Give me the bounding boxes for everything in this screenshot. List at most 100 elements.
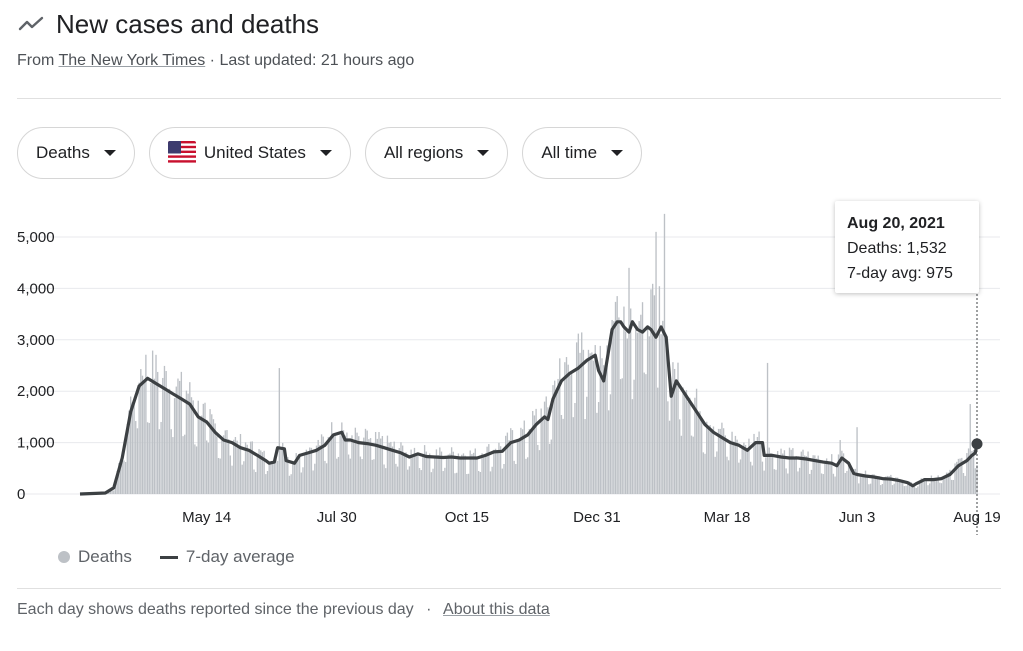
daily-deaths-bar (817, 455, 819, 494)
daily-deaths-bar (496, 450, 498, 494)
daily-deaths-bar (630, 308, 632, 494)
daily-deaths-bar (393, 441, 395, 494)
daily-deaths-bar (939, 482, 941, 494)
daily-deaths-bar (547, 407, 549, 494)
daily-deaths-bar (493, 449, 495, 494)
daily-deaths-bar (398, 447, 400, 494)
daily-deaths-bar (516, 439, 519, 494)
daily-deaths-bar (207, 442, 210, 494)
daily-deaths-bar (381, 435, 384, 494)
metric-dropdown[interactable]: Deaths (17, 127, 135, 179)
daily-deaths-bar (602, 365, 605, 494)
daily-deaths-bar (195, 446, 198, 494)
daily-deaths-bar (445, 456, 448, 494)
daily-deaths-bar (378, 432, 380, 494)
daily-deaths-bar (265, 474, 267, 494)
daily-deaths-bar (515, 463, 517, 494)
daily-deaths-bar (748, 438, 750, 494)
daily-deaths-bar (756, 437, 759, 494)
y-tick-label: 4,000 (17, 280, 55, 297)
daily-deaths-bar (168, 388, 171, 494)
daily-deaths-bar (427, 457, 429, 494)
daily-deaths-bar (270, 463, 272, 494)
daily-deaths-bar (510, 428, 512, 494)
daily-deaths-bar (868, 484, 870, 494)
daily-deaths-bar (665, 341, 667, 494)
daily-deaths-bar (423, 445, 426, 494)
daily-deaths-bar (329, 440, 331, 494)
y-tick-label: 3,000 (17, 332, 55, 349)
daily-deaths-bar (651, 283, 654, 494)
daily-deaths-bar (408, 466, 411, 494)
daily-deaths-bar (173, 398, 176, 494)
deaths-chart[interactable]: 0 1,000 2,000 3,000 4,000 5,000 May 14 Jul 30 O… (0, 195, 1023, 540)
daily-deaths-bar (831, 454, 833, 494)
daily-deaths-bar (709, 425, 711, 494)
daily-deaths-bar (812, 455, 814, 494)
daily-deaths-bar (668, 420, 671, 494)
daily-deaths-bar (706, 421, 708, 494)
daily-deaths-bar (224, 430, 226, 494)
daily-deaths-bar (349, 458, 351, 494)
daily-deaths-bar (859, 475, 862, 494)
about-data-link[interactable]: About this data (443, 601, 550, 618)
daily-deaths-bar (682, 387, 684, 494)
daily-deaths-bar (222, 435, 225, 494)
daily-deaths-bar (462, 453, 465, 494)
daily-deaths-bar (412, 455, 414, 494)
daily-deaths-bar (653, 295, 656, 494)
daily-deaths-bar (856, 427, 858, 494)
daily-deaths-bar (520, 427, 522, 494)
daily-deaths-bar (623, 306, 625, 494)
daily-deaths-bar (915, 487, 917, 494)
daily-deaths-bar (896, 477, 899, 494)
tooltip-deaths: Deaths: 1,532 (847, 240, 947, 257)
daily-deaths-bar (572, 417, 574, 494)
daily-deaths-bar (543, 401, 546, 494)
daily-deaths-bar (430, 472, 433, 494)
chart-header: New cases and deaths (18, 6, 319, 42)
daily-deaths-bar (290, 474, 292, 494)
daily-deaths-bar (726, 456, 728, 494)
time-range-dropdown[interactable]: All time (522, 127, 643, 179)
daily-deaths-bar (795, 456, 797, 494)
daily-deaths-bar (130, 396, 132, 494)
daily-deaths-bar (729, 440, 732, 494)
daily-deaths-bar (456, 472, 458, 494)
daily-deaths-bar (648, 336, 650, 494)
daily-deaths-bar (248, 450, 250, 494)
daily-deaths-bar (121, 454, 123, 494)
daily-deaths-bar (815, 458, 818, 494)
daily-deaths-bar (925, 479, 927, 494)
daily-deaths-bar (743, 442, 745, 494)
country-dropdown[interactable]: United States (148, 127, 351, 179)
daily-deaths-bar (560, 414, 563, 494)
daily-deaths-bar (297, 458, 299, 494)
daily-deaths-bar (624, 331, 627, 494)
source-line: From The New York Times · Last updated: … (17, 52, 414, 70)
daily-deaths-bar (712, 426, 715, 494)
daily-deaths-bar (420, 470, 422, 494)
daily-deaths-bar (819, 462, 821, 494)
daily-deaths-bar (276, 460, 279, 494)
daily-deaths-bar (243, 461, 245, 494)
daily-deaths-bar (508, 440, 510, 494)
x-tick-label: Jul 30 (317, 509, 357, 526)
daily-deaths-bar (325, 463, 328, 494)
daily-deaths-bar (158, 429, 161, 494)
daily-deaths-bar (211, 414, 213, 494)
source-link[interactable]: The New York Times (58, 52, 206, 69)
daily-deaths-bar (741, 447, 743, 494)
daily-deaths-bar (506, 432, 509, 494)
daily-deaths-bar (861, 475, 863, 494)
daily-deaths-bar (782, 453, 784, 494)
daily-deaths-bar (587, 349, 590, 494)
daily-deaths-bar (704, 453, 706, 494)
daily-deaths-bar (594, 345, 596, 494)
daily-deaths-bar (807, 451, 809, 494)
region-dropdown[interactable]: All regions (364, 127, 509, 179)
daily-deaths-bar (138, 382, 140, 494)
daily-deaths-bar (719, 428, 721, 494)
daily-deaths-bar (707, 428, 710, 494)
daily-deaths-bar (601, 358, 603, 494)
